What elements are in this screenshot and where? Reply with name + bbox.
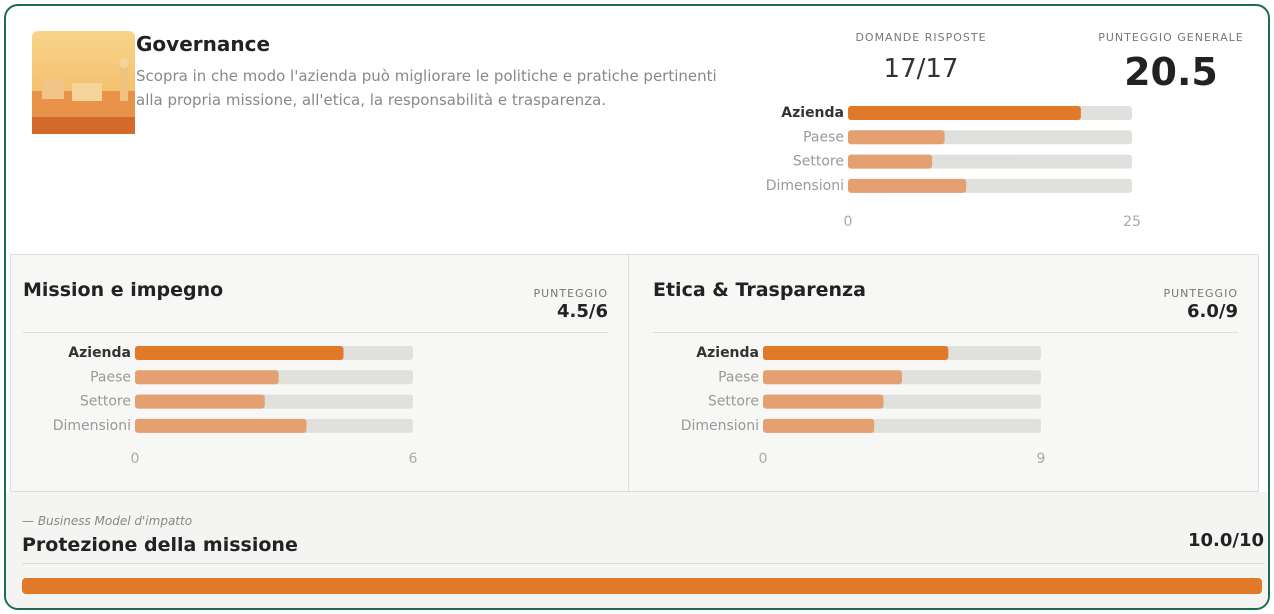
bar-chart: Azienda Paese Settore Dimensioni 0 25: [766, 105, 1141, 230]
category-label: Settore: [708, 394, 759, 410]
x-tick-label: 9: [1037, 451, 1046, 467]
stat-value: 20.5: [1124, 50, 1218, 94]
category-label: Azienda: [781, 105, 844, 121]
bar-chart: Azienda Paese Settore Dimensioni 0 9: [681, 345, 1046, 467]
subtitle: — Business Model d'impatto: [22, 514, 193, 528]
category-label: Azienda: [68, 345, 131, 361]
x-tick-label: 6: [409, 451, 418, 467]
bar: [135, 346, 344, 360]
category-label: Settore: [80, 394, 131, 410]
stat-label: PUNTEGGIO GENERALE: [1098, 31, 1244, 44]
panel: Mission e impegno PUNTEGGIO 4.5/6 Aziend…: [10, 254, 629, 492]
x-tick-label: 25: [1123, 214, 1141, 230]
panel-title: Mission e impegno: [23, 279, 224, 301]
score: 4.5/6: [557, 301, 608, 322]
section-title: Governance: [136, 32, 271, 56]
stat-value: 17/17: [883, 54, 959, 84]
progress-fill: [22, 578, 1262, 594]
x-tick-label: 0: [759, 451, 768, 467]
progress-bar: [22, 578, 1262, 594]
bar: [848, 178, 967, 193]
bar: [763, 418, 875, 433]
divider: [653, 332, 1238, 333]
score: 6.0/9: [1187, 301, 1238, 322]
stat-label: DOMANDE RISPOSTE: [855, 31, 987, 44]
divider: [23, 332, 608, 333]
category-label: Dimensioni: [681, 418, 759, 434]
category-label: Dimensioni: [53, 418, 131, 434]
bar: [848, 130, 945, 145]
x-tick-label: 0: [844, 214, 853, 230]
bar: [763, 370, 902, 385]
bar-chart: Azienda Paese Settore Dimensioni 0 6: [53, 345, 418, 467]
category-label: Settore: [793, 154, 844, 170]
bar: [763, 394, 884, 409]
description: Scopra in che modo l'azienda può miglior…: [136, 67, 717, 109]
panel: Etica & Trasparenza PUNTEGGIO 6.0/9 Azie…: [628, 254, 1259, 492]
score-label: PUNTEGGIO: [533, 287, 608, 300]
thumbnail: [32, 31, 135, 134]
category-label: Dimensioni: [766, 178, 844, 194]
category-label: Azienda: [696, 345, 759, 361]
bar: [135, 418, 307, 433]
bar: [763, 346, 949, 360]
category-label: Paese: [718, 369, 759, 385]
bar: [135, 394, 265, 409]
bar: [135, 370, 279, 385]
progress-title: Protezione della missione: [22, 534, 298, 556]
score-label: PUNTEGGIO: [1163, 287, 1238, 300]
category-label: Paese: [90, 369, 131, 385]
x-tick-label: 0: [131, 451, 140, 467]
divider: [22, 563, 1264, 564]
bar: [848, 154, 933, 169]
category-label: Paese: [803, 129, 844, 145]
footer-section: — Business Model d'impatto Protezione de…: [6, 492, 1268, 608]
panel-title: Etica & Trasparenza: [653, 279, 866, 301]
score: 10.0/10: [1187, 530, 1264, 551]
bar: [848, 106, 1081, 120]
card: Governance Scopra in che modo l'azienda …: [4, 4, 1270, 610]
